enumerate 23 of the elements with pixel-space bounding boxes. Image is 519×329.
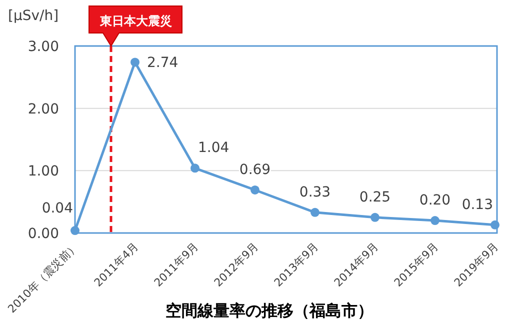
data-label: 2.74 bbox=[147, 55, 178, 72]
point bbox=[370, 212, 380, 222]
point bbox=[70, 226, 80, 236]
data-label: 0.69 bbox=[239, 162, 271, 178]
point bbox=[190, 164, 200, 173]
point bbox=[430, 216, 440, 226]
y-tick-label: 0.00 bbox=[28, 226, 59, 242]
y-axis-title: [μSv/h] bbox=[8, 8, 59, 24]
data-label: 0.13 bbox=[462, 196, 493, 213]
y-tick-label: 2.00 bbox=[28, 101, 59, 118]
point bbox=[310, 208, 320, 217]
y-tick-label: 3.00 bbox=[28, 39, 59, 55]
data-label: 0.04 bbox=[42, 200, 74, 217]
point bbox=[490, 220, 500, 230]
point bbox=[250, 185, 260, 194]
ref-line-label: 東日本大震災 bbox=[99, 14, 172, 28]
data-label: 1.04 bbox=[198, 140, 230, 156]
y-tick-label: 1.00 bbox=[28, 164, 59, 180]
data-label: 0.25 bbox=[359, 189, 391, 206]
point bbox=[130, 58, 140, 67]
data-label: 0.20 bbox=[419, 192, 451, 209]
text: 空間線量率の推移（福島市） bbox=[166, 301, 374, 320]
data-label: 0.33 bbox=[299, 184, 331, 200]
